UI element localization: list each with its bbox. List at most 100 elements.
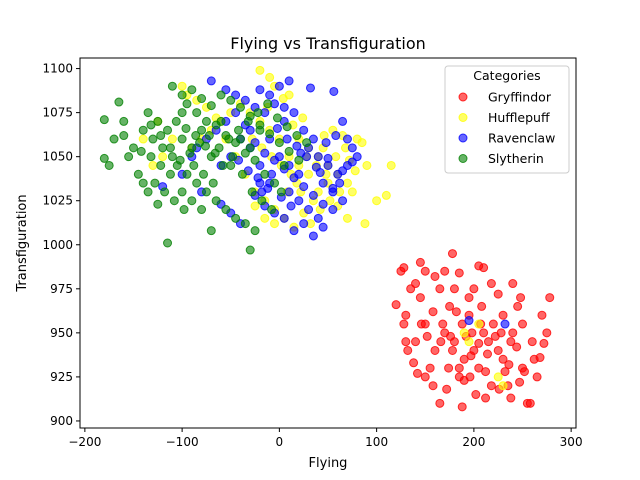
data-point [447,345,457,355]
data-point [265,72,275,82]
data-point [464,316,474,326]
data-point [506,337,516,347]
data-point [119,131,129,141]
data-point [226,95,236,105]
data-point [308,231,318,241]
data-point [260,213,270,223]
data-point [435,398,445,408]
data-point [445,301,455,311]
data-point [479,328,489,338]
data-point [255,120,265,130]
data-point [318,178,328,188]
data-point [167,152,177,162]
data-point [250,226,260,236]
data-point [447,249,457,259]
data-point [469,284,479,294]
legend-marker [458,133,468,143]
data-point [171,116,181,126]
data-point [403,345,413,355]
data-point [201,116,211,126]
data-point [272,123,282,133]
data-point [294,155,304,165]
data-point [146,120,156,130]
data-point [260,148,270,158]
legend-label: Slytherin [488,151,544,166]
y-axis-label: Transfiguration [15,194,30,292]
data-point [347,157,357,167]
data-point [245,245,255,255]
data-point [136,146,146,156]
data-point [182,169,192,179]
data-point [279,160,289,170]
data-point [218,160,228,170]
data-point [276,187,286,197]
data-point [163,238,173,248]
data-point [250,201,260,211]
data-point [493,345,503,355]
data-point [192,178,202,188]
x-tick-label: −100 [166,435,199,449]
data-point [263,183,273,193]
data-point [411,279,421,289]
data-point [459,328,469,338]
data-point [506,393,516,403]
data-point [457,319,467,329]
data-point [347,187,357,197]
data-point [493,289,503,299]
data-point [401,310,411,320]
data-point [500,367,510,377]
data-point [471,390,481,400]
data-point [328,183,338,193]
data-point [457,402,467,412]
data-point [237,169,247,179]
data-point [537,310,547,320]
data-point [315,168,325,178]
data-point [274,81,284,91]
data-point [282,134,292,144]
data-point [169,196,179,206]
data-point [500,319,510,329]
data-point [519,367,529,377]
data-point [518,319,528,329]
data-point [128,143,138,153]
legend-marker [458,113,468,122]
data-point [304,205,314,215]
data-point [525,398,535,408]
data-point [488,319,498,329]
data-point [257,196,267,206]
data-point [182,99,192,109]
data-point [415,257,425,267]
data-point [240,219,250,229]
data-point [206,101,216,111]
y-tick-label: 1050 [42,150,73,164]
data-point [515,377,525,387]
data-point [490,331,500,341]
data-point [158,143,168,153]
data-point [409,358,419,368]
data-point [148,134,158,144]
data-point [99,115,109,125]
data-point [240,148,250,158]
data-point [454,268,464,278]
data-point [163,125,173,135]
data-point [177,134,187,144]
data-point [177,187,187,197]
data-point [486,279,496,289]
data-point [508,328,518,338]
data-point [435,284,445,294]
data-point [527,337,537,347]
data-point [197,125,207,135]
x-tick-label: 0 [276,435,284,449]
data-point [357,138,367,148]
data-point [493,372,503,382]
data-point [474,261,484,271]
data-point [399,319,409,329]
y-tick-label: 925 [50,370,73,384]
data-point [279,102,289,112]
data-point [508,279,518,289]
data-point [294,196,304,206]
data-point [464,293,474,303]
data-point [150,178,160,188]
data-point [179,205,189,215]
data-point [416,319,426,329]
